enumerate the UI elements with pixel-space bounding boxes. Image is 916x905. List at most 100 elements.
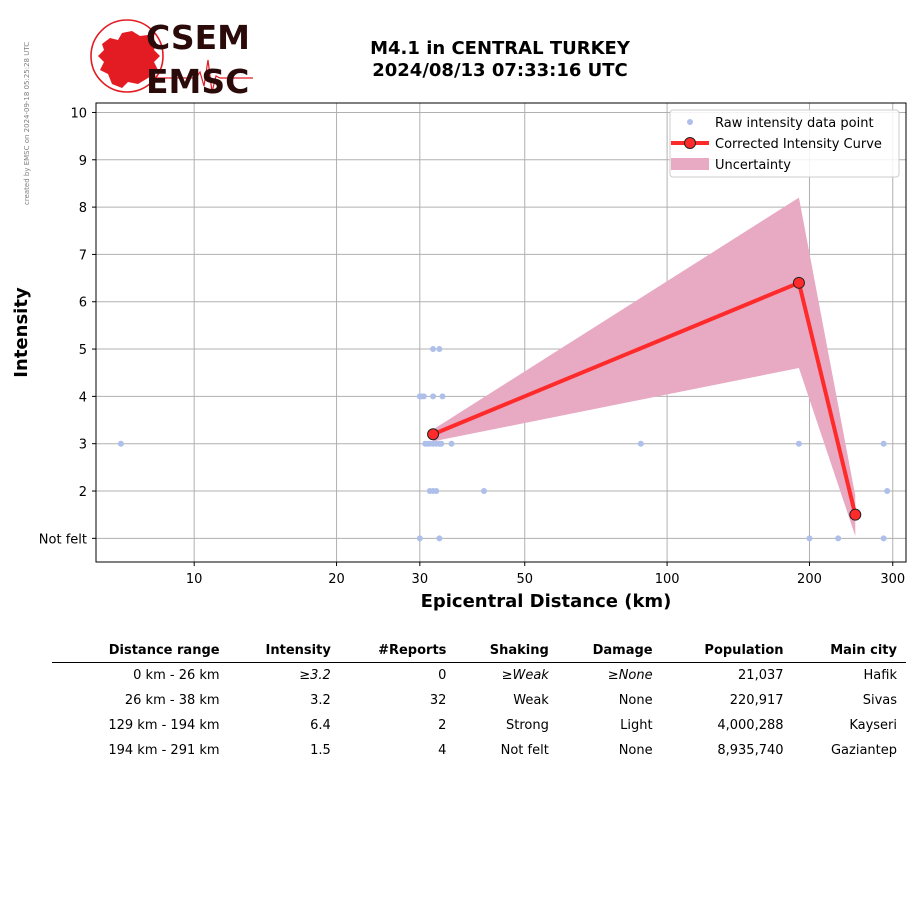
chart-legend: Raw intensity data point Corrected Intens… [669, 109, 900, 178]
x-tick-label: 30 [412, 572, 429, 587]
table-header-cell: Main city [792, 641, 906, 663]
logo-europe-map-icon [98, 31, 160, 88]
table-cell: 129 km - 194 km [108, 717, 220, 733]
x-axis-label: Epicentral Distance (km) [421, 591, 672, 612]
table-cell: Strong [505, 717, 549, 733]
raw-data-point [430, 346, 437, 353]
table-cell: Not felt [500, 742, 549, 758]
x-tick-label: 50 [516, 572, 533, 587]
raw-data-point [117, 440, 124, 447]
raw-data-point [416, 535, 423, 542]
intensity-chart: 10 20 30 50 100 200 300 Not felt 2 3 4 5 6 7 8 9 10 Epice… [11, 102, 907, 612]
legend-raw-marker [687, 119, 693, 125]
legend-label: Corrected Intensity Curve [715, 137, 882, 152]
table-cell: Light [620, 717, 653, 733]
table-cell: Gaziantep [830, 742, 897, 758]
table-cell: 0 km - 26 km [133, 667, 220, 683]
intensity-summary-table: Distance range Intensity #Reports Shaking Da… [52, 641, 906, 763]
y-tick-label: 4 [79, 390, 87, 405]
table-cell: Hafik [863, 667, 897, 683]
table-cell: 1.5 [310, 742, 331, 758]
raw-data-point [448, 440, 455, 447]
legend-box [669, 109, 900, 178]
y-tick-label: Not felt [39, 532, 87, 547]
table-row: 0 km - 26 km ≥3.2 0 ≥Weak ≥None 21,037 Hafik [52, 663, 906, 689]
y-tick-label: 7 [79, 248, 87, 263]
y-tick-label: 9 [79, 154, 87, 169]
table-header-row: Distance range Intensity #Reports Shaking Da… [52, 641, 906, 663]
table-body: 0 km - 26 km ≥3.2 0 ≥Weak ≥None 21,037 Hafik 26… [52, 663, 906, 764]
legend-uncertainty-swatch [671, 158, 709, 170]
x-tick-label: 300 [880, 572, 905, 587]
raw-data-point [835, 535, 842, 542]
logo-bottom-text: EMSC [146, 62, 249, 100]
y-axis-label: Intensity [11, 287, 32, 378]
table-cell: 2 [438, 717, 447, 733]
x-tick-label: 20 [328, 572, 345, 587]
table-cell: None [618, 692, 653, 708]
raw-data-point [880, 440, 887, 447]
table-cell: 220,917 [729, 692, 784, 708]
y-tick-label: 10 [70, 106, 87, 121]
table-cell: 4,000,288 [717, 717, 784, 733]
table-cell: 26 km - 38 km [124, 692, 220, 708]
table-header-cell: Damage [557, 641, 662, 663]
logo-globe-icon [90, 19, 164, 93]
raw-data-point [806, 535, 813, 542]
raw-data-point [436, 346, 443, 353]
table-cell: None [618, 742, 653, 758]
curve-point [792, 276, 805, 289]
emsc-logo: CSEM EMSC [90, 18, 253, 100]
chart-title: M4.1 in CENTRAL TURKEY 2024/08/13 07:33:… [300, 38, 700, 82]
x-tick-label: 10 [186, 572, 203, 587]
table-row: 129 km - 194 km 6.4 2 Strong Light 4,000,288 K… [52, 713, 906, 738]
table-cell: ≥Weak [501, 667, 549, 683]
table-row: 194 km - 291 km 1.5 4 Not felt None 8,935,740… [52, 738, 906, 763]
title-event: M4.1 in CENTRAL TURKEY [370, 38, 630, 59]
table-header-cell: #Reports [339, 641, 456, 663]
table-header-cell: Shaking [455, 641, 558, 663]
table-cell: 32 [429, 692, 447, 708]
raw-data-point [439, 393, 446, 400]
table-header-cell: Intensity [228, 641, 340, 663]
plot-frame [95, 102, 907, 563]
table-row: 26 km - 38 km 3.2 32 Weak None 220,917 Sivas [52, 688, 906, 713]
x-tick-label: 100 [655, 572, 680, 587]
raw-data-point [433, 488, 440, 495]
raw-data-point [430, 393, 437, 400]
raw-data-point [436, 535, 443, 542]
y-tick-label: 6 [79, 296, 87, 311]
y-tick-label: 5 [79, 343, 87, 358]
y-tick-label: 3 [79, 438, 87, 453]
table-cell: Sivas [862, 692, 897, 708]
table-cell: ≥None [607, 667, 653, 683]
legend-label: Uncertainty [715, 158, 791, 173]
table-cell: 3.2 [310, 692, 331, 708]
raw-data-point [438, 440, 445, 447]
legend-curve-marker [684, 137, 696, 149]
table-cell: ≥3.2 [299, 667, 331, 683]
table-cell: Weak [513, 692, 549, 708]
logo-seismogram-icon [154, 59, 253, 93]
raw-data-point [480, 488, 487, 495]
x-tick-label: 200 [797, 572, 822, 587]
table-cell: 21,037 [738, 667, 784, 683]
curve-point [849, 508, 862, 521]
table-header-cell: Population [661, 641, 793, 663]
table-cell: 6.4 [310, 717, 331, 733]
table-cell: Kayseri [849, 717, 897, 733]
y-tick-label: 2 [79, 485, 87, 500]
legend-label: Raw intensity data point [715, 116, 874, 131]
raw-data-point [795, 440, 802, 447]
uncertainty-band [433, 197, 856, 536]
table-header-cell: Distance range [52, 641, 229, 663]
raw-data-point [880, 535, 887, 542]
curve-point [427, 428, 440, 441]
raw-data-point [884, 488, 891, 495]
table-cell: 4 [438, 742, 447, 758]
raw-data-point [420, 393, 427, 400]
y-tick-label: 8 [79, 201, 87, 216]
table-cell: 8,935,740 [717, 742, 784, 758]
table-cell: 0 [438, 667, 447, 683]
title-datetime: 2024/08/13 07:33:16 UTC [372, 60, 628, 81]
